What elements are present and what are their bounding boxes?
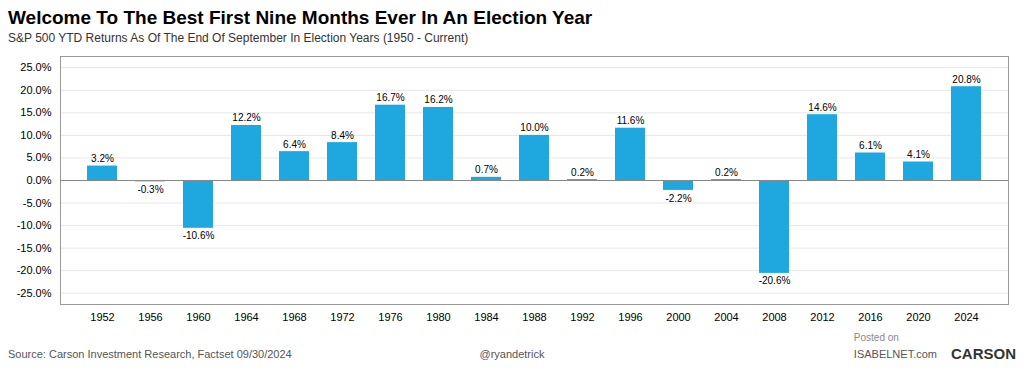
svg-text:-0.3%: -0.3% [137,184,163,195]
svg-text:1956: 1956 [138,311,162,323]
svg-text:1972: 1972 [330,311,354,323]
svg-text:11.6%: 11.6% [617,115,645,126]
svg-text:15.0%: 15.0% [20,106,51,118]
svg-text:1976: 1976 [378,311,402,323]
svg-text:0.2%: 0.2% [715,167,738,178]
svg-text:10.0%: 10.0% [20,129,51,141]
svg-text:20.8%: 20.8% [952,74,980,85]
svg-text:2020: 2020 [906,311,930,323]
svg-text:1988: 1988 [522,311,546,323]
svg-text:1960: 1960 [186,311,210,323]
svg-text:14.6%: 14.6% [808,102,836,113]
svg-text:0.7%: 0.7% [475,164,498,175]
html-text:CARSON: CARSON [951,345,1016,362]
svg-text:-25.0%: -25.0% [17,287,52,299]
svg-text:1964: 1964 [234,311,258,323]
svg-text:2012: 2012 [810,311,834,323]
svg-text:12.2%: 12.2% [232,112,260,123]
svg-text:2004: 2004 [714,311,738,323]
svg-text:6.1%: 6.1% [859,140,882,151]
svg-text:20.0%: 20.0% [20,84,51,96]
svg-text:2008: 2008 [762,311,786,323]
svg-text:5.0%: 5.0% [26,151,51,163]
svg-text:1980: 1980 [426,311,450,323]
svg-text:1996: 1996 [618,311,642,323]
html-text:Source: Carson Investment Rese: Source: Carson Investment Research, Fact… [8,348,292,360]
html-text:S&P 500 YTD Returns As Of The: S&P 500 YTD Returns As Of The End Of Sep… [8,31,469,45]
svg-text:-10.6%: -10.6% [183,230,215,241]
svg-text:-10.0%: -10.0% [17,219,52,231]
svg-text:1992: 1992 [570,311,594,323]
svg-text:16.7%: 16.7% [376,92,404,103]
svg-text:16.2%: 16.2% [424,94,452,105]
svg-text:10.0%: 10.0% [520,122,548,133]
html-text:@ryandetrick: @ryandetrick [479,348,545,360]
html-text:ISABELNET.com: ISABELNET.com [853,348,937,360]
svg-text:-2.2%: -2.2% [665,193,691,204]
svg-text:4.1%: 4.1% [907,149,930,160]
svg-text:1984: 1984 [474,311,498,323]
svg-text:1952: 1952 [90,311,114,323]
svg-text:0.0%: 0.0% [26,174,51,186]
svg-text:-20.0%: -20.0% [17,264,52,276]
svg-text:8.4%: 8.4% [331,130,354,141]
svg-text:2000: 2000 [666,311,690,323]
svg-text:0.2%: 0.2% [571,167,594,178]
svg-text:2016: 2016 [858,311,882,323]
svg-text:6.4%: 6.4% [283,139,306,150]
svg-text:2024: 2024 [954,311,978,323]
svg-text:-20.6%: -20.6% [759,275,791,286]
svg-text:1968: 1968 [282,311,306,323]
html-text:Welcome To The Best First Nine: Welcome To The Best First Nine Months Ev… [8,7,593,28]
svg-text:3.2%: 3.2% [91,153,114,164]
svg-text:-15.0%: -15.0% [17,242,52,254]
html-text:Posted on: Posted on [853,332,899,343]
svg-text:25.0%: 25.0% [20,61,51,73]
svg-text:-5.0%: -5.0% [23,197,52,209]
